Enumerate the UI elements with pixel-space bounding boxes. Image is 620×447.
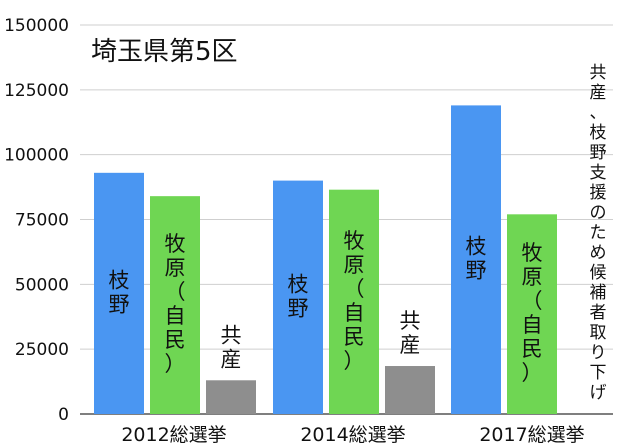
y-tick-label: 100000 bbox=[4, 146, 69, 166]
bar-label: 牧原（自民） bbox=[344, 229, 365, 373]
y-tick-label: 125000 bbox=[4, 81, 69, 101]
bar bbox=[507, 214, 557, 414]
bar-label: 牧原（自民） bbox=[165, 232, 186, 376]
y-tick-label: 0 bbox=[58, 405, 69, 425]
bar bbox=[329, 189, 379, 414]
annotation-text: 共産、枝野支援のため候補者取り下げ bbox=[590, 63, 607, 403]
bar-label: 共産 bbox=[221, 323, 242, 371]
bar bbox=[94, 172, 144, 414]
bar-label: 枝野 bbox=[288, 272, 309, 320]
y-axis-tick-labels: 0 25000 50000 75000 100000 125000 150000 bbox=[4, 16, 69, 425]
x-category-label: 2012総選挙 bbox=[121, 424, 226, 446]
bar-label: 枝野 bbox=[466, 235, 487, 283]
bar-label: 共産 bbox=[400, 309, 421, 357]
bar-label: 牧原（自民） bbox=[522, 241, 543, 385]
bar bbox=[273, 180, 323, 414]
y-tick-label: 75000 bbox=[15, 211, 69, 231]
annotation-note: 共産、枝野支援のため候補者取り下げ bbox=[590, 63, 607, 403]
y-tick-label: 150000 bbox=[4, 16, 69, 36]
bar bbox=[451, 105, 501, 414]
y-tick-label: 50000 bbox=[15, 275, 69, 295]
bar bbox=[206, 380, 256, 414]
bar bbox=[150, 196, 200, 414]
bar bbox=[385, 366, 435, 414]
x-axis-category-labels: 2012総選挙 2014総選挙 2017総選挙 bbox=[121, 424, 584, 446]
x-category-label: 2014総選挙 bbox=[300, 424, 405, 446]
bar-label: 枝野 bbox=[109, 268, 130, 316]
chart-title: 埼玉県第5区 bbox=[91, 37, 238, 67]
y-tick-label: 25000 bbox=[15, 340, 69, 360]
x-category-label: 2017総選挙 bbox=[479, 424, 584, 446]
